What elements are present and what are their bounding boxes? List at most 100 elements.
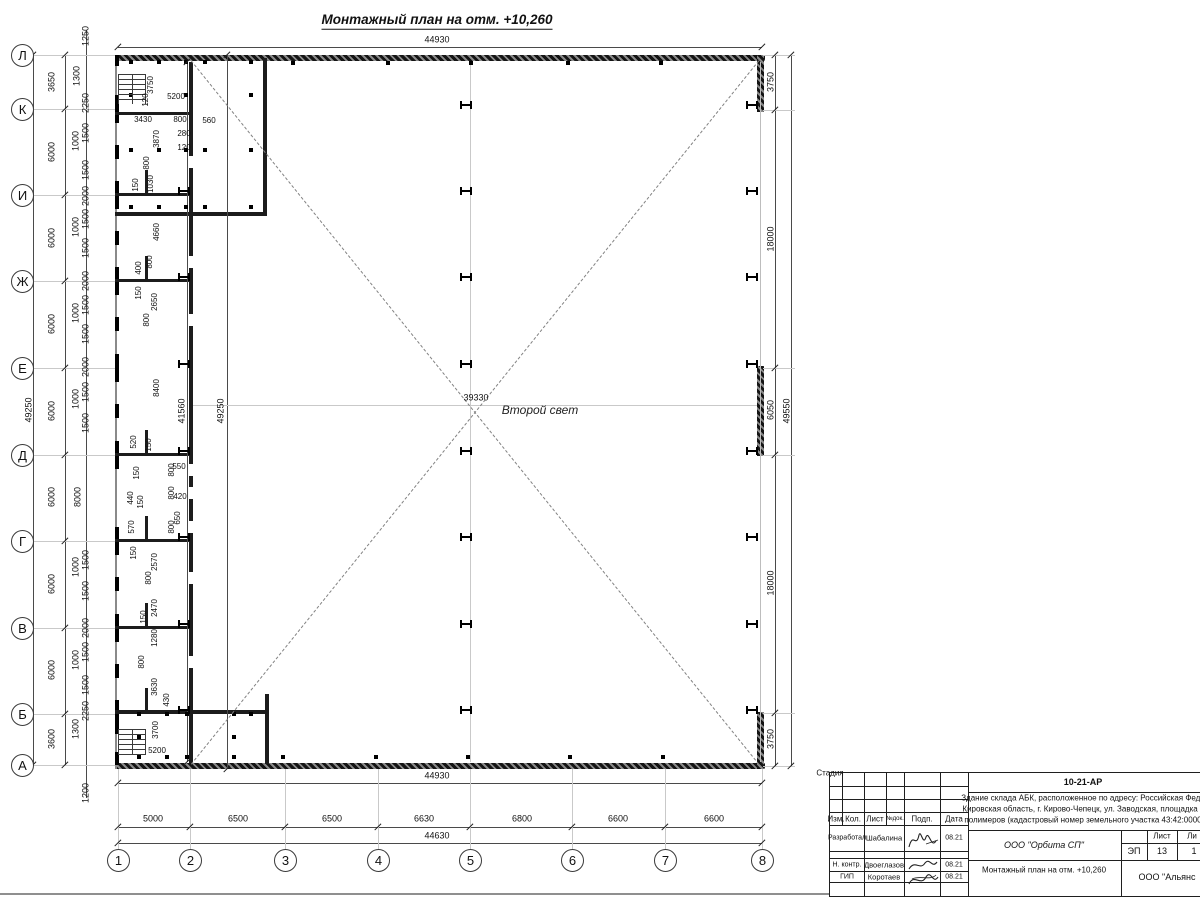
column-dot [203,205,207,209]
title-block-line [968,773,970,896]
dimension-label: 400 [134,261,143,275]
title-block-line [968,830,1200,832]
dimension-label: 800 [167,520,176,534]
stair-symbol [118,74,146,104]
dimension-label: 3630 [150,678,159,696]
title-block-line [1121,830,1123,896]
grid-line [33,368,115,369]
stamp-column-header: Кол. [845,814,861,823]
grid-line [762,769,763,849]
dim-line [187,62,188,762]
dimension-label: 420 [173,492,187,501]
stair-block-wall [115,212,267,216]
dimension-label: 44930 [424,34,450,45]
dimension-label: 150 [144,438,153,452]
dimension-label: 800 [142,156,151,170]
grid-line [763,110,795,111]
title-block-line [830,825,968,827]
wall-left-seg [115,317,119,331]
dimension-label: 1300 [70,718,81,740]
signature [908,860,939,885]
dimension-label: 3750 [765,71,776,93]
staff-role: Разработал [827,834,867,842]
wall-left-seg [115,354,119,382]
dimension-label: 1500 [80,580,91,602]
dimension-label: 8400 [152,379,161,397]
grid-line [763,766,795,767]
title-block-line [830,882,968,883]
column-dot [165,755,169,759]
dimension-label: 6600 [607,813,629,824]
dimension-label: 800 [173,115,187,124]
axis-circle-row-Д: Д [11,444,34,467]
dimension-label: 6500 [227,813,249,824]
dimension-label: 3750 [765,728,776,750]
h-column-symbol [178,706,190,714]
column-dot [374,755,378,759]
title-block-line [940,773,941,896]
staff-date: 08.21 [945,834,963,842]
dimension-label: 560 [202,116,216,125]
h-column-symbol [178,447,190,455]
h-column-symbol [746,273,758,281]
staff-date: 08.21 [945,861,963,868]
column-dot [386,61,390,65]
grid-line [33,195,115,196]
column-dot [249,712,253,716]
h-column-symbol [460,101,472,109]
wall-stub [145,516,148,539]
partition [115,193,191,196]
sheet-frame [0,893,832,895]
axis-circle-row-Б: Б [11,703,34,726]
dimension-label: 5200 [167,92,185,101]
project-description-line: Кировская область, г. Кирово-Чепецк, ул.… [962,804,1200,814]
column-dot [184,93,188,97]
column-dot [157,148,161,152]
title-block-line [968,860,1200,862]
axis-circle-col-8: 8 [751,849,774,872]
dimension-label: 1000 [70,216,81,238]
dim-line [65,55,66,765]
column-dot [232,735,236,739]
dimension-label: 1500 [80,294,91,316]
dimension-label: 3870 [152,130,161,148]
dimension-label: 1500 [80,674,91,696]
axis-circle-col-7: 7 [654,849,677,872]
inner-wall [189,326,193,464]
partition [115,626,191,629]
column-dot [249,148,253,152]
dimension-label: 120 [141,93,150,107]
dimension-label: 2000 [80,617,91,639]
dimension-label: 6630 [413,813,435,824]
column-dot [129,60,133,64]
dimension-label: 6000 [46,400,57,422]
dimension-label: 520 [129,435,138,449]
dimension-label: 280 [177,129,191,138]
document-code: 10-21-АР [1063,777,1103,787]
dimension-label: 800 [144,571,153,585]
grid-line [33,628,115,629]
h-column-symbol [746,447,758,455]
dimension-label: 4660 [152,223,161,241]
dimension-label: 1500 [80,323,91,345]
column-dot [232,755,236,759]
grid-line [33,541,115,542]
dim-line [118,827,762,828]
stamp-column-header: Дата [945,814,963,823]
dimension-label: 150 [131,178,140,192]
partition [115,112,191,115]
stage-value: ЭП [1127,846,1141,856]
wall-left-seg [115,577,119,591]
dimension-label: 49250 [215,398,226,424]
stage-header-cell: Лист [1153,831,1171,841]
staff-role: ГИП [840,873,854,880]
title-block-line [830,786,968,787]
wall-left-seg [115,404,119,418]
dimension-label: 2250 [80,700,91,722]
axis-circle-col-5: 5 [459,849,482,872]
column-dot [184,148,188,152]
dimension-label: 1300 [71,65,82,87]
axis-circle-row-К: К [11,98,34,121]
h-column-symbol [178,360,190,368]
